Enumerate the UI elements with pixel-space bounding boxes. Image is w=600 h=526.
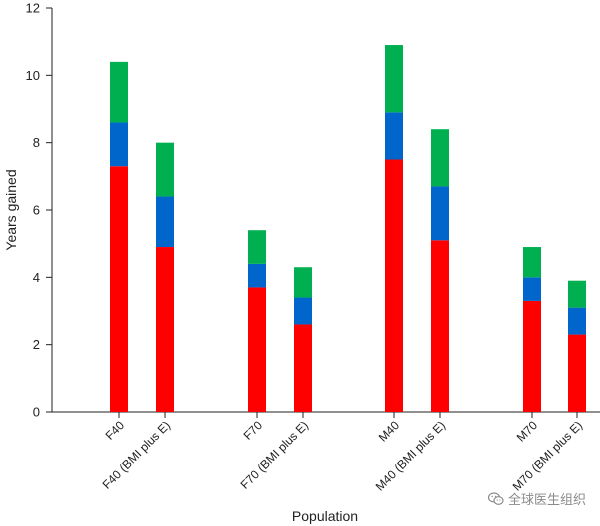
axes bbox=[51, 8, 600, 413]
bar-segment bbox=[110, 122, 128, 167]
x-tick-label: F40 bbox=[103, 418, 128, 443]
bar-segment bbox=[110, 61, 128, 123]
bar-segment bbox=[385, 159, 403, 412]
y-tick-label: 6 bbox=[33, 203, 40, 218]
bar-segment bbox=[248, 287, 266, 412]
bar-segment bbox=[523, 247, 541, 278]
bar-segment bbox=[156, 142, 174, 197]
bar-segment bbox=[156, 196, 174, 248]
y-tick-label: 10 bbox=[26, 68, 40, 83]
bar-segment bbox=[568, 280, 586, 308]
bars bbox=[110, 45, 586, 412]
wechat-logo-icon bbox=[487, 491, 504, 505]
bar-segment bbox=[523, 277, 541, 301]
bar-segment bbox=[248, 230, 266, 264]
bar-segment bbox=[568, 334, 586, 412]
bar-segment bbox=[431, 186, 449, 241]
bar-segment bbox=[294, 267, 312, 298]
watermark: 全球医生组织 bbox=[487, 489, 586, 508]
y-axis-title: Years gained bbox=[3, 169, 19, 250]
watermark-text: 全球医生组织 bbox=[507, 492, 586, 507]
bar-segment bbox=[385, 112, 403, 160]
y-ticks: 0 2 4 6 8 10 12 bbox=[26, 1, 52, 420]
bar-segment bbox=[110, 166, 128, 412]
bar-segment bbox=[523, 300, 541, 412]
bar-segment bbox=[568, 307, 586, 335]
bar-segment bbox=[431, 129, 449, 187]
x-tick-label: M40 bbox=[376, 418, 403, 445]
x-tick-label: F70 bbox=[241, 418, 266, 443]
y-tick-label: 8 bbox=[33, 135, 40, 150]
y-tick-label: 0 bbox=[33, 405, 40, 420]
bar-segment bbox=[248, 263, 266, 288]
bar-segment bbox=[294, 297, 312, 325]
x-axis-title: Population bbox=[292, 508, 358, 524]
bar-segment bbox=[385, 45, 403, 113]
x-tick-label: M70 bbox=[514, 418, 541, 445]
bar-segment bbox=[156, 247, 174, 412]
y-tick-label: 12 bbox=[26, 1, 40, 16]
y-tick-label: 2 bbox=[33, 337, 40, 352]
bar-segment bbox=[294, 324, 312, 412]
bar-segment bbox=[431, 240, 449, 412]
y-tick-label: 4 bbox=[33, 270, 40, 285]
